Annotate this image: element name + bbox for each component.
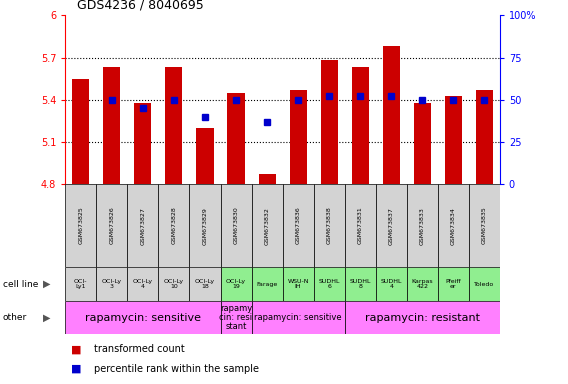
Bar <box>314 184 345 267</box>
Text: GSM673837: GSM673837 <box>389 207 394 245</box>
Bar <box>252 184 283 267</box>
Bar <box>72 79 89 184</box>
Text: rapamycin: sensitive: rapamycin: sensitive <box>254 313 342 322</box>
Bar <box>220 301 252 334</box>
Bar <box>345 267 375 301</box>
Text: GSM673838: GSM673838 <box>327 207 332 245</box>
Bar <box>414 103 431 184</box>
Text: OCI-Ly
18: OCI-Ly 18 <box>195 279 215 289</box>
Text: Pfeiff
er: Pfeiff er <box>445 279 461 289</box>
Bar <box>65 301 220 334</box>
Bar <box>445 96 462 184</box>
Bar <box>407 184 438 267</box>
Text: Karpas
422: Karpas 422 <box>411 279 433 289</box>
Text: percentile rank within the sample: percentile rank within the sample <box>94 364 258 374</box>
Text: GSM673830: GSM673830 <box>233 207 239 245</box>
Bar <box>252 301 345 334</box>
Bar <box>228 93 245 184</box>
Bar <box>97 184 127 267</box>
Bar <box>165 68 182 184</box>
Text: other: other <box>3 313 27 322</box>
Bar <box>345 301 500 334</box>
Text: transformed count: transformed count <box>94 344 185 354</box>
Text: Farage: Farage <box>256 281 278 287</box>
Text: rapamycin: sensitive: rapamycin: sensitive <box>85 313 201 323</box>
Bar <box>469 267 500 301</box>
Text: OCI-
Ly1: OCI- Ly1 <box>74 279 87 289</box>
Bar <box>65 184 97 267</box>
Bar <box>158 184 190 267</box>
Text: OCI-Ly
3: OCI-Ly 3 <box>102 279 122 289</box>
Text: GSM673836: GSM673836 <box>295 207 300 245</box>
Bar <box>220 184 252 267</box>
Text: GSM673827: GSM673827 <box>140 207 145 245</box>
Bar <box>438 184 469 267</box>
Bar <box>220 267 252 301</box>
Bar <box>438 267 469 301</box>
Bar <box>158 267 190 301</box>
Bar <box>258 174 275 184</box>
Bar <box>97 267 127 301</box>
Text: cell line: cell line <box>3 280 38 289</box>
Text: GSM673835: GSM673835 <box>482 207 487 245</box>
Bar <box>352 68 369 184</box>
Bar <box>345 184 375 267</box>
Bar <box>197 128 214 184</box>
Bar <box>290 90 307 184</box>
Text: GSM673829: GSM673829 <box>202 207 207 245</box>
Text: GDS4236 / 8040695: GDS4236 / 8040695 <box>77 0 203 12</box>
Text: OCI-Ly
10: OCI-Ly 10 <box>164 279 184 289</box>
Text: SUDHL
8: SUDHL 8 <box>349 279 371 289</box>
Bar <box>314 267 345 301</box>
Text: GSM673834: GSM673834 <box>451 207 456 245</box>
Bar <box>383 46 400 184</box>
Text: SUDHL
6: SUDHL 6 <box>319 279 340 289</box>
Text: GSM673833: GSM673833 <box>420 207 425 245</box>
Bar <box>283 267 314 301</box>
Bar <box>320 60 337 184</box>
Bar <box>190 184 220 267</box>
Text: OCI-Ly
4: OCI-Ly 4 <box>133 279 153 289</box>
Text: Toledo: Toledo <box>474 281 495 287</box>
Bar <box>407 267 438 301</box>
Bar <box>127 184 158 267</box>
Bar <box>283 184 314 267</box>
Text: WSU-N
IH: WSU-N IH <box>287 279 309 289</box>
Text: ■: ■ <box>71 344 81 354</box>
Text: GSM673826: GSM673826 <box>110 207 114 245</box>
Bar <box>190 267 220 301</box>
Text: ■: ■ <box>71 364 81 374</box>
Text: GSM673831: GSM673831 <box>358 207 363 245</box>
Bar <box>103 68 120 184</box>
Text: GSM673825: GSM673825 <box>78 207 83 245</box>
Bar <box>375 184 407 267</box>
Bar <box>135 103 152 184</box>
Text: SUDHL
4: SUDHL 4 <box>381 279 402 289</box>
Text: ▶: ▶ <box>43 313 51 323</box>
Text: OCI-Ly
19: OCI-Ly 19 <box>226 279 246 289</box>
Text: rapamy
cin: resi
stant: rapamy cin: resi stant <box>219 304 253 331</box>
Text: rapamycin: resistant: rapamycin: resistant <box>365 313 480 323</box>
Bar <box>65 267 97 301</box>
Text: GSM673832: GSM673832 <box>265 207 270 245</box>
Bar <box>469 184 500 267</box>
Bar <box>127 267 158 301</box>
Bar <box>252 267 283 301</box>
Text: GSM673828: GSM673828 <box>172 207 177 245</box>
Bar <box>476 90 493 184</box>
Bar <box>375 267 407 301</box>
Text: ▶: ▶ <box>43 279 51 289</box>
